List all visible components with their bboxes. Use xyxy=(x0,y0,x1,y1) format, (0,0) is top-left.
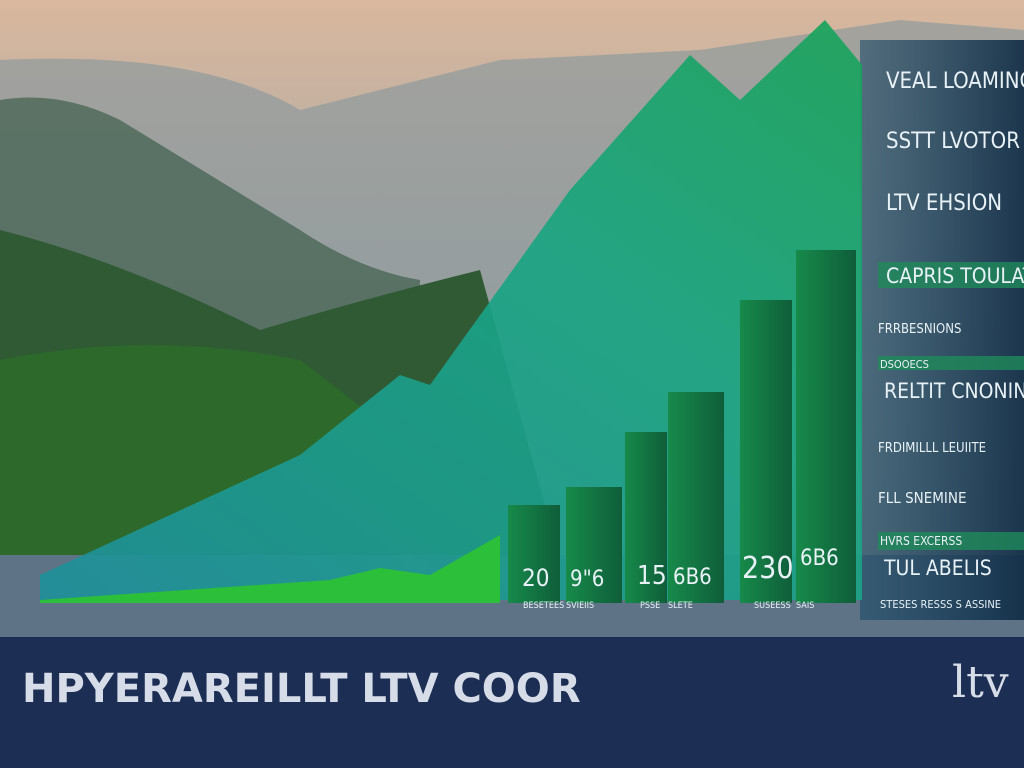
bar xyxy=(740,300,792,603)
footer-bar xyxy=(0,637,1024,768)
labels: VEAL LOAMING SSTT LVOTOR LTV EHSION CAPRIS … xyxy=(522,69,1024,611)
bar xyxy=(508,505,560,603)
side-label: TUL ABELIS xyxy=(883,556,992,580)
side-label: HVRS EXCERSS xyxy=(880,534,962,548)
side-label: SSTT LVOTOR xyxy=(886,129,1020,154)
bar-caption: PSSE xyxy=(640,601,660,611)
logo: ltv xyxy=(952,657,1009,708)
bar-caption: SAIS xyxy=(796,601,814,611)
bar-label: 230 xyxy=(742,551,794,586)
side-label: CAPRIS TOULAT xyxy=(886,264,1024,288)
bar-caption: SVIEIIS xyxy=(566,601,594,611)
bar-label: 6B6 xyxy=(800,546,839,571)
bars xyxy=(508,250,856,603)
bar xyxy=(566,487,622,603)
green-ribbon xyxy=(40,535,500,603)
bar xyxy=(668,392,724,603)
highlight xyxy=(878,532,1024,550)
bar xyxy=(625,432,667,603)
side-label: DSOOECS xyxy=(880,358,929,371)
side-label: FRDIMILLL LEUIITE xyxy=(878,441,986,456)
side-label: STESES RESSS S ASSINE xyxy=(880,598,1001,611)
side-label: FLL SNEMINE xyxy=(878,489,967,507)
side-label: LTV EHSION xyxy=(886,191,1002,216)
bar-label: 6B6 xyxy=(673,565,712,590)
footer-title: HPYERAREILLT LTV COOR xyxy=(22,666,581,712)
side-label: FRRBESNIONS xyxy=(878,322,961,337)
highlight xyxy=(878,262,1024,288)
highlight xyxy=(878,356,1024,370)
bar-label: 9"6 xyxy=(570,567,604,592)
bar-caption: SUSEESS xyxy=(754,601,791,611)
side-panel xyxy=(860,40,1024,620)
bar-caption: SLETE xyxy=(668,601,693,611)
bar-label: 20 xyxy=(522,564,549,592)
side-label: VEAL LOAMING xyxy=(886,69,1024,94)
bar-caption: BESETEES xyxy=(523,601,564,611)
side-label: RELTIT CNONINIS xyxy=(884,379,1024,403)
bar xyxy=(796,250,856,603)
bar-label: 15 xyxy=(637,561,667,591)
